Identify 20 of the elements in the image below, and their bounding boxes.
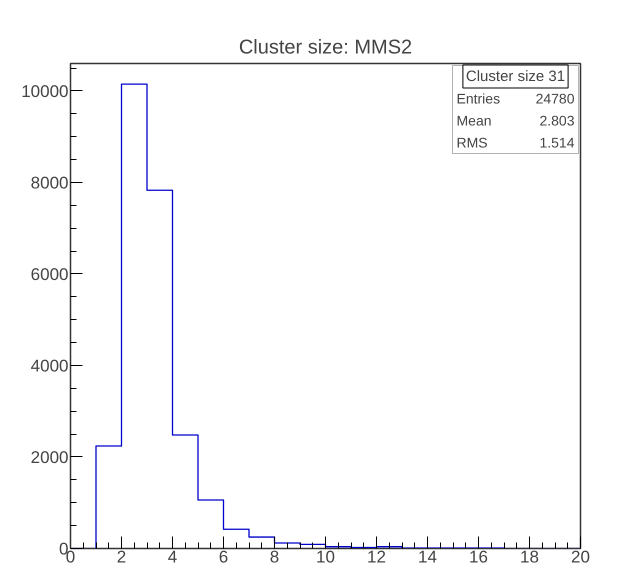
chart-title: Cluster size: MMS2 xyxy=(238,36,412,58)
x-tick-label: 10 xyxy=(316,548,335,566)
y-tick-label: 8000 xyxy=(30,173,69,192)
x-tick-label: 14 xyxy=(418,548,437,566)
y-tick-label: 6000 xyxy=(30,264,69,284)
x-tick-label: 16 xyxy=(469,548,488,566)
text: RMS 1.514 xyxy=(456,134,575,150)
annotation: Cluster size 31 xyxy=(466,68,566,85)
x-tick-label: 12 xyxy=(367,548,386,566)
y-tick-label: 10000 xyxy=(21,82,69,101)
x-tick-label: 8 xyxy=(270,548,280,566)
text: Entries 24780 xyxy=(456,90,575,106)
x-tick-label: 20 xyxy=(571,548,590,566)
x-tick-label: 18 xyxy=(520,548,539,566)
y-tick-label: 4000 xyxy=(30,356,69,376)
x-tick-label: 6 xyxy=(218,548,228,566)
y-tick-label: 2000 xyxy=(30,448,69,467)
text: Mean 2.803 xyxy=(456,112,575,128)
x-tick-label: 2 xyxy=(116,548,126,566)
x-tick-label: 4 xyxy=(168,548,178,566)
